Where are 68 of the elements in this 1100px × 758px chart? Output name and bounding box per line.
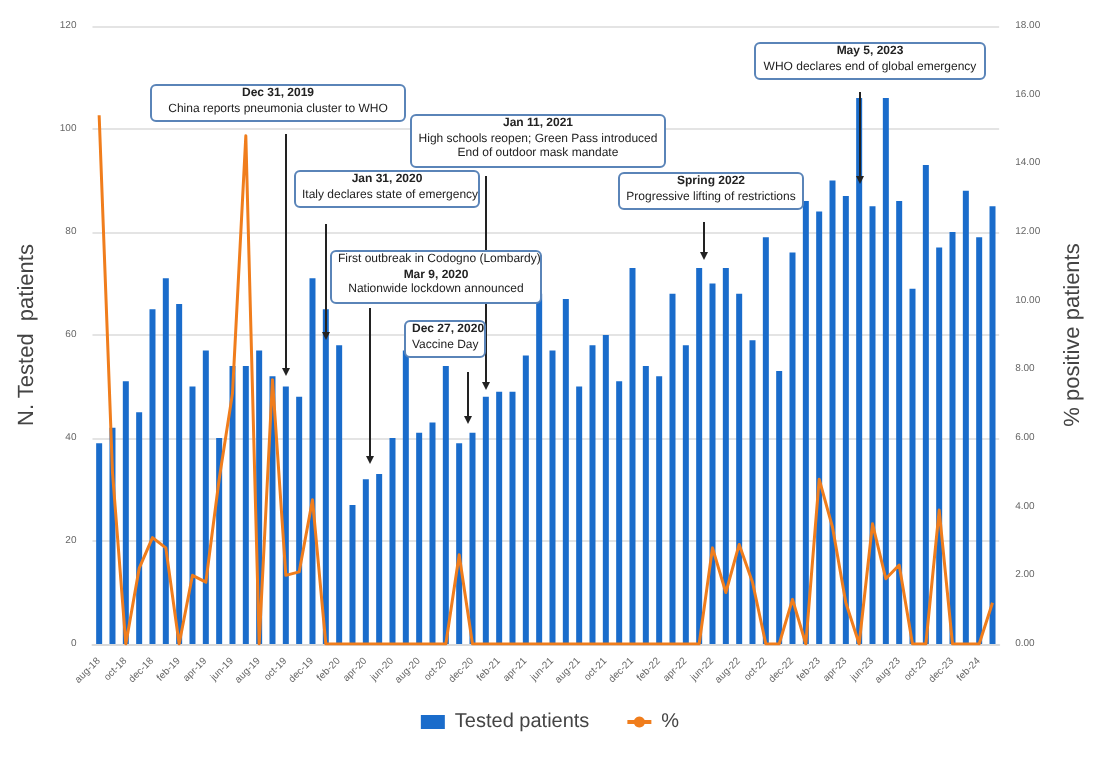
bar <box>416 432 423 644</box>
bar <box>496 391 503 644</box>
bar <box>362 479 369 644</box>
bar <box>482 396 489 644</box>
bar <box>549 350 556 644</box>
bar <box>896 201 903 644</box>
bar <box>509 391 516 644</box>
bar <box>122 381 129 644</box>
bar <box>816 211 823 644</box>
bar <box>136 412 143 644</box>
bar <box>429 422 436 644</box>
bar <box>989 206 996 644</box>
bar <box>922 165 929 644</box>
bar <box>656 376 663 644</box>
bar <box>802 201 809 644</box>
bar <box>829 180 836 644</box>
bar <box>629 268 636 644</box>
bar <box>296 396 303 644</box>
bar <box>762 237 769 644</box>
bar <box>722 268 729 644</box>
bar <box>709 283 716 644</box>
bar <box>562 298 569 644</box>
bar <box>442 365 449 644</box>
bar <box>149 309 156 644</box>
line-series <box>97 113 995 646</box>
y-axis-title: N. Tested patients <box>15 243 39 426</box>
bar <box>189 386 196 644</box>
bar <box>589 345 596 644</box>
legend-label: Tested patients <box>454 711 590 733</box>
bar <box>776 371 783 644</box>
bar <box>522 355 529 644</box>
bar <box>736 293 743 644</box>
bar <box>162 278 169 644</box>
bar <box>882 98 889 644</box>
bar <box>389 438 396 644</box>
bar <box>229 365 236 644</box>
bar <box>376 474 383 644</box>
bar <box>642 365 649 644</box>
bar <box>602 335 609 644</box>
bar <box>909 288 916 644</box>
bar <box>682 345 689 644</box>
bar <box>936 247 943 644</box>
bar <box>856 98 863 644</box>
legend-label: % <box>661 711 680 733</box>
y2-axis-title: % positive patients <box>1061 242 1085 427</box>
bar <box>949 232 956 644</box>
bar <box>749 340 756 644</box>
bar <box>402 350 409 644</box>
bar <box>696 268 703 644</box>
bar <box>869 206 876 644</box>
bar <box>322 309 329 644</box>
bar <box>669 293 676 644</box>
bar <box>456 443 463 644</box>
bar <box>96 443 103 644</box>
bar <box>576 386 583 644</box>
bar <box>336 345 343 644</box>
bar <box>202 350 209 644</box>
bar <box>349 504 356 644</box>
bar <box>976 237 983 644</box>
bar <box>962 190 969 644</box>
bar <box>616 381 623 644</box>
bar <box>789 252 796 644</box>
bar <box>469 432 476 644</box>
bar <box>242 365 249 644</box>
bar <box>842 195 849 644</box>
bar <box>309 278 316 644</box>
bar <box>282 386 289 644</box>
bar <box>176 304 183 644</box>
